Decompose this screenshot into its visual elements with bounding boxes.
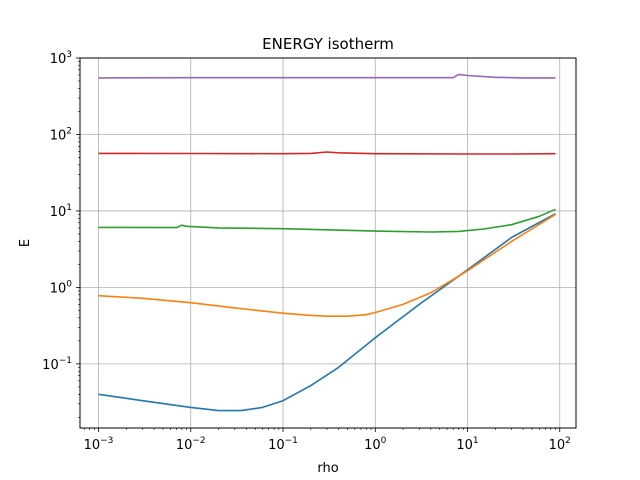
series-line-4 (98, 151, 556, 155)
x-tick-label: 10−3 (84, 436, 114, 453)
series-layer (98, 73, 556, 412)
x-axis-label: rho (317, 461, 338, 476)
plot-area: 10−3 10−2 10−1 100 101 102 10−1 100 101 102 103 (42, 50, 577, 453)
x-tick-label: 10−2 (176, 436, 206, 453)
y-tick-label: 100 (50, 279, 73, 296)
y-tick-label: 10−1 (42, 356, 72, 373)
series-line-5 (98, 73, 556, 79)
y-axis-label: E (18, 239, 33, 247)
series-line-3 (98, 208, 556, 233)
x-axis-ticks: 10−3 10−2 10−1 100 101 102 (84, 428, 571, 453)
plot-frame (79, 57, 577, 429)
y-tick-label: 102 (50, 126, 72, 143)
y-tick-label: 101 (50, 203, 72, 220)
series-line-2 (98, 213, 556, 318)
x-tick-label: 10−1 (268, 436, 298, 453)
y-axis-ticks: 10−1 100 101 102 103 (42, 50, 80, 418)
chart-title: ENERGY isotherm (262, 35, 394, 53)
y-tick-label: 103 (50, 50, 72, 67)
x-tick-label: 101 (456, 436, 478, 453)
x-tick-label: 102 (549, 436, 571, 453)
x-tick-label: 100 (364, 436, 387, 453)
